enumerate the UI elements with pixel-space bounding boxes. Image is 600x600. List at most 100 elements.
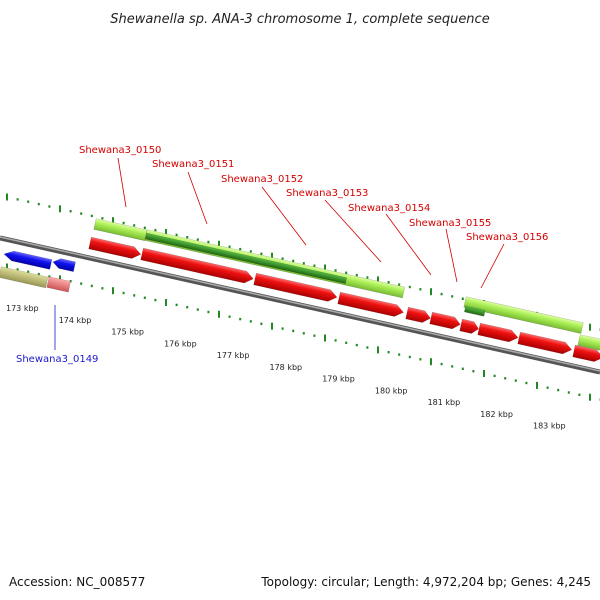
cds-0155b[interactable] [459,318,480,335]
upper-tick [143,226,146,229]
blue-feature-1-shape [3,250,53,270]
lower-tick [112,287,114,295]
backbone-line [0,235,600,375]
leader-0156 [480,243,505,289]
gene-band-dark[interactable] [145,232,348,284]
gene-label-0150[interactable]: Shewana3_0150 [79,145,161,156]
gene-label-0152[interactable]: Shewana3_0152 [221,174,303,185]
lower-tick [186,306,189,309]
upper-tick [37,202,40,206]
upper-tick [355,273,358,277]
blue-feature-2[interactable] [52,257,76,272]
lower-tick [196,308,199,311]
gene-label-0155[interactable]: Shewana3_0155 [409,218,491,229]
label-leaders [54,157,505,350]
pink-feature[interactable] [46,276,71,293]
lower-tick [324,334,326,342]
gene-label-0149[interactable]: Shewana3_0149 [16,354,98,365]
gene-label-0156[interactable]: Shewana3_0156 [466,232,548,243]
lower-tick [355,343,358,347]
tick-label: 179 kbp [322,375,355,384]
lower-tick [143,296,146,299]
lower-tick [589,393,591,401]
upper-tick [281,257,284,260]
upper-tick [451,295,454,298]
blue-feature-1[interactable] [3,249,53,270]
lower-tick [514,379,517,382]
gene-label-0154[interactable]: Shewana3_0154 [348,203,430,214]
lower-tick [451,365,454,368]
lower-tick [260,322,263,325]
upper-tick [345,271,348,274]
gene-label-0151[interactable]: Shewana3_0151 [152,159,234,170]
gene-band-0156-shape [463,296,584,334]
lower-tick [313,334,316,337]
lower-tick [440,362,443,366]
cds-0152[interactable] [253,272,339,303]
upper-tick [218,240,220,248]
lower-tick [472,370,475,373]
upper-tick [133,224,136,227]
upper-tick [239,247,242,251]
upper-tick [154,228,157,232]
lower-tick [578,393,581,396]
gene-band-dark-2[interactable] [464,305,486,317]
gene-band-0156[interactable] [463,296,584,334]
cds-next-shape [572,344,600,362]
lower-tick [419,358,422,361]
lower-tick [69,280,72,283]
upper-tick [589,323,591,331]
lower-tick [302,332,305,335]
lower-tick [546,386,549,389]
upper-tick [112,217,114,225]
lower-tick [228,315,231,318]
cds-0153[interactable] [337,291,405,318]
cds-0150[interactable] [88,236,142,260]
lower-tick [16,268,19,271]
cds-0151-shape [140,247,254,284]
cds-0150-shape [88,236,142,259]
cds-0154[interactable] [405,306,432,324]
upper-tick [324,264,326,272]
upper-tick [419,288,422,291]
cds-0156b[interactable] [517,331,573,355]
upper-tick [27,200,30,203]
lower-tick [408,355,411,359]
cds-0151[interactable] [140,247,255,285]
cds-0156a[interactable] [477,322,520,343]
lower-tick [567,391,570,394]
lower-tick [366,346,369,349]
lower-tick [48,275,51,278]
lower-tick [345,341,348,344]
upper-tick [80,212,83,215]
cds-0156b-shape [517,331,573,355]
lower-tick [37,272,40,276]
tick-label: 180 kbp [375,386,408,395]
cds-0152-shape [253,272,338,302]
lower-tick [377,346,379,354]
upper-tick [408,285,411,289]
lower-tick [249,320,252,323]
lower-tick [461,367,464,370]
upper-tick [334,269,337,272]
gene-band-dark-shape [145,232,348,284]
cds-0155a[interactable] [429,311,462,330]
gene-band-0150[interactable] [93,218,148,241]
lower-tick [281,327,284,330]
gene-label-0153[interactable]: Shewana3_0153 [286,188,368,199]
lower-tick [6,263,8,271]
upper-tick [101,217,104,220]
upper-tick [377,276,379,284]
tick-label: 176 kbp [164,339,197,348]
tick-label: 175 kbp [111,328,144,337]
upper-tick [90,214,93,218]
cds-0156a-shape [477,322,519,343]
cds-next[interactable] [572,344,600,363]
tick-label: 182 kbp [480,410,513,419]
khaki-feature[interactable] [0,266,49,289]
tick-label: 177 kbp [217,351,250,360]
cds-0155a-shape [429,311,461,330]
lower-tick [398,353,401,356]
upper-tick [260,252,263,255]
